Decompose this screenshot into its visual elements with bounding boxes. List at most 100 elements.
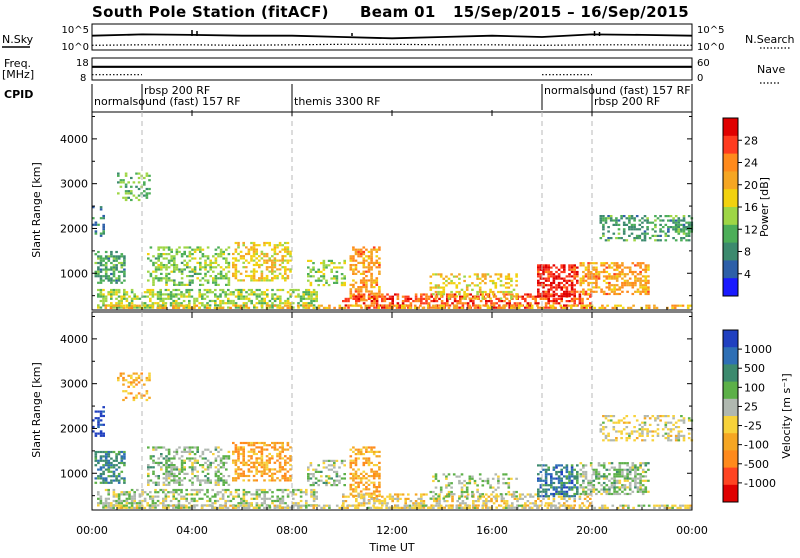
range-cell <box>168 277 171 279</box>
range-cell <box>611 262 614 264</box>
range-cell <box>180 504 183 506</box>
range-cell <box>608 286 611 288</box>
range-cell <box>461 298 464 300</box>
range-cell <box>461 307 464 309</box>
range-cell <box>242 446 245 448</box>
range-cell <box>553 300 556 302</box>
range-cell <box>176 264 179 266</box>
range-cell <box>634 480 637 482</box>
range-cell <box>621 491 624 493</box>
range-cell <box>448 295 451 297</box>
range-cell <box>121 471 124 473</box>
range-cell <box>365 275 368 277</box>
range-cell <box>654 215 657 217</box>
range-cell <box>279 466 282 468</box>
range-cell <box>381 300 384 302</box>
range-cell <box>647 280 650 282</box>
range-cell <box>598 482 601 484</box>
range-cell <box>641 426 644 428</box>
range-cell <box>248 275 251 277</box>
range-cell <box>534 493 537 495</box>
range-cell <box>194 271 197 273</box>
range-cell <box>357 468 360 470</box>
range-cell <box>495 298 498 300</box>
range-cell <box>117 175 120 177</box>
range-cell <box>527 296 530 298</box>
range-cell <box>282 491 285 493</box>
range-cell <box>566 293 569 295</box>
range-cell <box>579 300 582 302</box>
range-cell <box>495 493 498 495</box>
range-cell <box>118 271 121 273</box>
range-cell <box>469 307 472 309</box>
range-cell <box>352 296 355 298</box>
range-cell <box>168 449 171 451</box>
range-cell <box>459 296 462 298</box>
range-cell <box>603 291 606 293</box>
power-y-label: Slant Range [km] <box>30 162 43 258</box>
range-cell <box>125 184 128 186</box>
range-cell <box>261 300 264 302</box>
range-cell <box>466 295 469 297</box>
range-cell <box>365 286 368 288</box>
range-cell <box>194 446 197 448</box>
range-cell <box>600 237 603 239</box>
range-cell <box>501 496 504 498</box>
range-cell <box>328 475 331 477</box>
range-cell <box>550 486 553 488</box>
range-cell <box>95 271 98 273</box>
range-cell <box>448 278 451 280</box>
range-cell <box>263 496 266 498</box>
range-cell <box>237 460 240 462</box>
range-cell <box>149 300 152 302</box>
range-cell <box>217 493 220 495</box>
range-cell <box>537 493 540 495</box>
range-cell <box>240 468 243 470</box>
range-cell <box>365 482 368 484</box>
range-cell <box>647 289 650 291</box>
range-cell <box>571 269 574 271</box>
range-cell <box>360 273 363 275</box>
range-cell <box>287 275 290 277</box>
range-cell <box>474 284 477 286</box>
range-cell <box>117 377 120 379</box>
range-cell <box>165 264 168 266</box>
range-cell <box>196 500 199 502</box>
range-cell <box>118 493 121 495</box>
range-cell <box>165 282 168 284</box>
range-cell <box>644 215 647 217</box>
range-cell <box>243 491 246 493</box>
range-cell <box>396 305 399 307</box>
range-cell <box>485 502 488 504</box>
range-cell <box>235 275 238 277</box>
range-cell <box>680 430 683 432</box>
range-cell <box>537 271 540 273</box>
range-cell <box>123 271 126 273</box>
range-cell <box>157 264 160 266</box>
range-cell <box>100 206 103 208</box>
range-cell <box>598 473 601 475</box>
range-cell <box>371 300 374 302</box>
range-cell <box>113 260 116 262</box>
range-cell <box>611 284 614 286</box>
range-cell <box>110 502 113 504</box>
range-cell <box>370 257 373 259</box>
range-cell <box>505 473 508 475</box>
range-cell <box>183 296 186 298</box>
range-cell <box>207 264 210 266</box>
range-cell <box>545 482 548 484</box>
range-cell <box>607 415 610 417</box>
range-cell <box>219 498 222 500</box>
range-cell <box>573 478 576 480</box>
range-cell <box>151 305 154 307</box>
range-cell <box>624 493 627 495</box>
range-cell <box>100 291 103 293</box>
range-cell <box>107 491 110 493</box>
range-cell <box>659 415 662 417</box>
range-cell <box>170 464 173 466</box>
range-cell <box>219 507 222 509</box>
range-cell <box>204 475 207 477</box>
range-cell <box>552 307 555 309</box>
range-cell <box>606 293 609 295</box>
range-cell <box>242 507 245 509</box>
